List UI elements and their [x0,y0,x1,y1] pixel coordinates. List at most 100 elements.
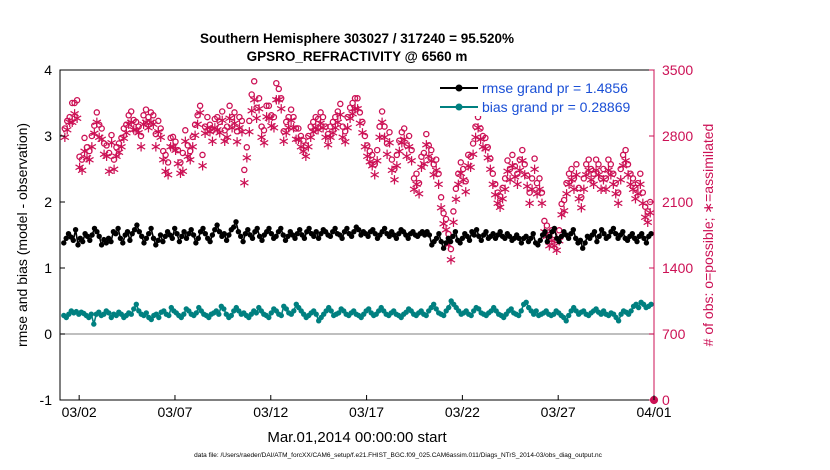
obs-possible-point [105,149,113,157]
obs-possible-point [383,140,391,147]
rmse-point [63,235,69,241]
obs-assimilated-point: ∗ [189,127,202,144]
obs-possible-point [260,127,268,134]
obs-possible-point [186,147,194,155]
rmse-point [601,231,607,237]
obs-possible-point [523,172,531,179]
x-tick-label: 03/17 [349,404,384,420]
obs-assimilated-point: ∗ [373,129,386,146]
left-tick-label: 0 [44,326,52,342]
bias-point [518,308,524,314]
obs-possible-point [282,118,290,126]
obs-assimilated-point: ∗ [447,214,460,231]
rmse-point [238,233,244,239]
obs-assimilated-point: ∗ [309,120,322,137]
bias-point [156,314,162,321]
obs-assimilated-point: ∗ [637,195,650,212]
obs-assimilated-point: ∗ [430,162,443,179]
legend-box [436,72,652,116]
obs-assimilated-point: ∗ [253,101,266,118]
bias-point [181,311,187,317]
rmse-point [103,240,110,246]
obs-possible-point [115,140,123,147]
rmse-point [301,235,308,241]
obs-possible-point [482,134,489,142]
rmse-point [268,231,275,237]
obs-possible-point [629,175,637,182]
obs-assimilated-point: ∗ [555,206,568,223]
rmse-point [273,233,279,239]
rmse-point [535,242,541,248]
obs-possible-point [142,106,150,113]
obs-possible-point [415,179,423,187]
obs-assimilated-point: ∗ [550,242,563,259]
obs-possible-point [265,102,273,110]
obs-assimilated-point: ∗ [145,114,158,131]
obs-assimilated-point: ∗ [113,144,126,161]
obs-assimilated-point: ∗ [68,105,81,122]
obs-assimilated-point: ∗ [285,112,298,129]
rmse-point [61,240,67,246]
obs-possible-point [388,156,396,163]
obs-assimilated-point: ∗ [587,176,600,193]
obs-assimilated-point: ∗ [164,138,177,155]
obs-assimilated-point: ∗ [319,129,332,146]
obs-possible-point [617,165,624,173]
obs-assimilated-point: ∗ [464,159,477,176]
obs-possible-point [332,113,339,121]
obs-possible-point [273,79,280,87]
obs-assimilated-point: ∗ [388,171,401,188]
obs-assimilated-point: ∗ [383,135,396,152]
bias-point [266,314,272,321]
obs-assimilated-point: ∗ [479,140,492,157]
obs-assimilated-point: ∗ [265,118,278,135]
bias-point [88,311,95,317]
obs-possible-point [487,155,494,162]
obs-possible-point [324,130,332,138]
obs-possible-point [194,112,201,119]
obs-assimilated-point: ∗ [59,129,72,146]
rmse-point [443,240,449,246]
obs-assimilated-point: ∗ [585,171,598,188]
bias-point [283,306,289,312]
rmse-point [212,227,218,233]
obs-assimilated-point: ∗ [277,133,290,150]
obs-assimilated-point: ∗ [86,138,99,155]
obs-assimilated-point: ∗ [223,110,236,127]
obs-assimilated-point: ∗ [258,135,271,152]
obs-possible-point [334,108,342,115]
rmse-point [591,229,598,235]
obs-possible-point [184,142,192,149]
rmse-point [172,225,178,232]
obs-possible-point [73,96,81,104]
rmse-point [148,225,154,232]
rmse-point [426,232,433,238]
obs-assimilated-point: ∗ [140,114,153,131]
obs-possible-point [624,161,632,168]
obs-assimilated-point: ∗ [582,162,595,179]
obs-assimilated-point: ∗ [120,124,133,141]
obs-possible-point [155,117,162,125]
obs-assimilated-point: ∗ [528,161,541,178]
obs-possible-point [231,109,238,116]
rmse-point [190,232,197,238]
obs-assimilated-point: ∗ [405,153,418,170]
bias-point [216,311,222,317]
obs-assimilated-point: ∗ [118,130,131,147]
obs-assimilated-point: ∗ [634,176,647,193]
x-tick-label: 03/02 [62,404,97,420]
obs-assimilated-point: ∗ [159,163,172,180]
rmse-point [186,231,192,237]
obs-possible-point [280,128,287,135]
rmse-point [223,237,230,243]
rmse-point [183,235,190,241]
obs-assimilated-point: ∗ [386,162,399,179]
obs-assimilated-point: ∗ [354,115,367,132]
obs-possible-point [538,189,546,196]
rmse-point [577,237,584,243]
obs-assimilated-point: ∗ [233,120,246,137]
obs-possible-point [61,125,69,132]
obs-assimilated-point: ∗ [482,150,495,167]
obs-possible-point [484,144,492,151]
obs-assimilated-point: ∗ [499,181,512,198]
